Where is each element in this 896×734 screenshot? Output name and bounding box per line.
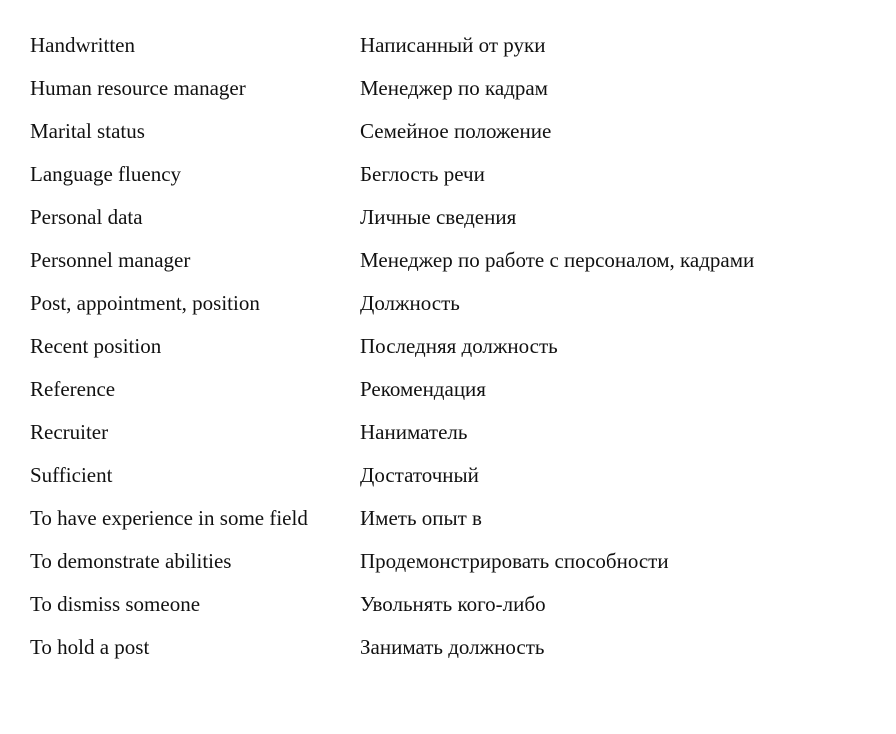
glossary-row: Language fluency Беглость речи bbox=[30, 153, 754, 196]
glossary-row: Sufficient Достаточный bbox=[30, 454, 754, 497]
russian-translation: Последняя должность bbox=[360, 334, 558, 358]
glossary-row: Recent position Последняя должность bbox=[30, 325, 754, 368]
english-term: Handwritten bbox=[30, 33, 135, 57]
glossary-list: Handwritten Написанный от руки Human resou… bbox=[30, 24, 754, 669]
english-term: Reference bbox=[30, 377, 116, 401]
english-term: To demonstrate abilities bbox=[30, 549, 232, 573]
glossary-row: Marital status Семейное положение bbox=[30, 110, 754, 153]
glossary-row: Recruiter Наниматель bbox=[30, 411, 754, 454]
russian-translation: Иметь опыт в bbox=[360, 506, 482, 530]
english-term: To hold a post bbox=[30, 635, 150, 659]
english-term: Personal data bbox=[30, 205, 143, 229]
russian-translation: Увольнять кого-либо bbox=[360, 592, 546, 616]
english-term: To dismiss someone bbox=[30, 592, 201, 616]
english-term: Recruiter bbox=[30, 420, 109, 444]
english-term: Sufficient bbox=[30, 463, 113, 487]
glossary-row: Reference Рекомендация bbox=[30, 368, 754, 411]
english-term: Human resource manager bbox=[30, 76, 246, 100]
russian-translation: Беглость речи bbox=[360, 162, 485, 186]
russian-translation: Наниматель bbox=[360, 420, 468, 444]
russian-translation: Достаточный bbox=[360, 463, 479, 487]
english-term: To have experience in some field bbox=[30, 506, 308, 530]
russian-translation: Написанный от руки bbox=[360, 33, 546, 57]
glossary-row: Personnel manager Менеджер по работе с пе… bbox=[30, 239, 754, 282]
russian-translation: Должность bbox=[360, 291, 460, 315]
glossary-row: To have experience in some field Иметь оп… bbox=[30, 497, 754, 540]
russian-translation: Рекомендация bbox=[360, 377, 486, 401]
english-term: Personnel manager bbox=[30, 248, 191, 272]
english-term: Post, appointment, position bbox=[30, 291, 260, 315]
russian-translation: Занимать должность bbox=[360, 635, 545, 659]
glossary-row: Post, appointment, position Должность bbox=[30, 282, 754, 325]
russian-translation: Личные сведения bbox=[360, 205, 517, 229]
russian-translation: Семейное положение bbox=[360, 119, 552, 143]
glossary-row: To demonstrate abilities Продемонстрирова… bbox=[30, 540, 754, 583]
glossary-row: Handwritten Написанный от руки bbox=[30, 24, 754, 67]
russian-translation: Менеджер по работе с персоналом, кадрами bbox=[360, 248, 755, 272]
glossary-row: Personal data Личные сведения bbox=[30, 196, 754, 239]
glossary-row: To hold a post Занимать должность bbox=[30, 626, 754, 669]
russian-translation: Продемонстрировать способности bbox=[360, 549, 669, 573]
english-term: Language fluency bbox=[30, 162, 182, 186]
english-term: Recent position bbox=[30, 334, 162, 358]
glossary-row: To dismiss someone Увольнять кого-либо bbox=[30, 583, 754, 626]
russian-translation: Менеджер по кадрам bbox=[360, 76, 548, 100]
english-term: Marital status bbox=[30, 119, 145, 143]
glossary-row: Human resource manager Менеджер по кадрам bbox=[30, 67, 754, 110]
